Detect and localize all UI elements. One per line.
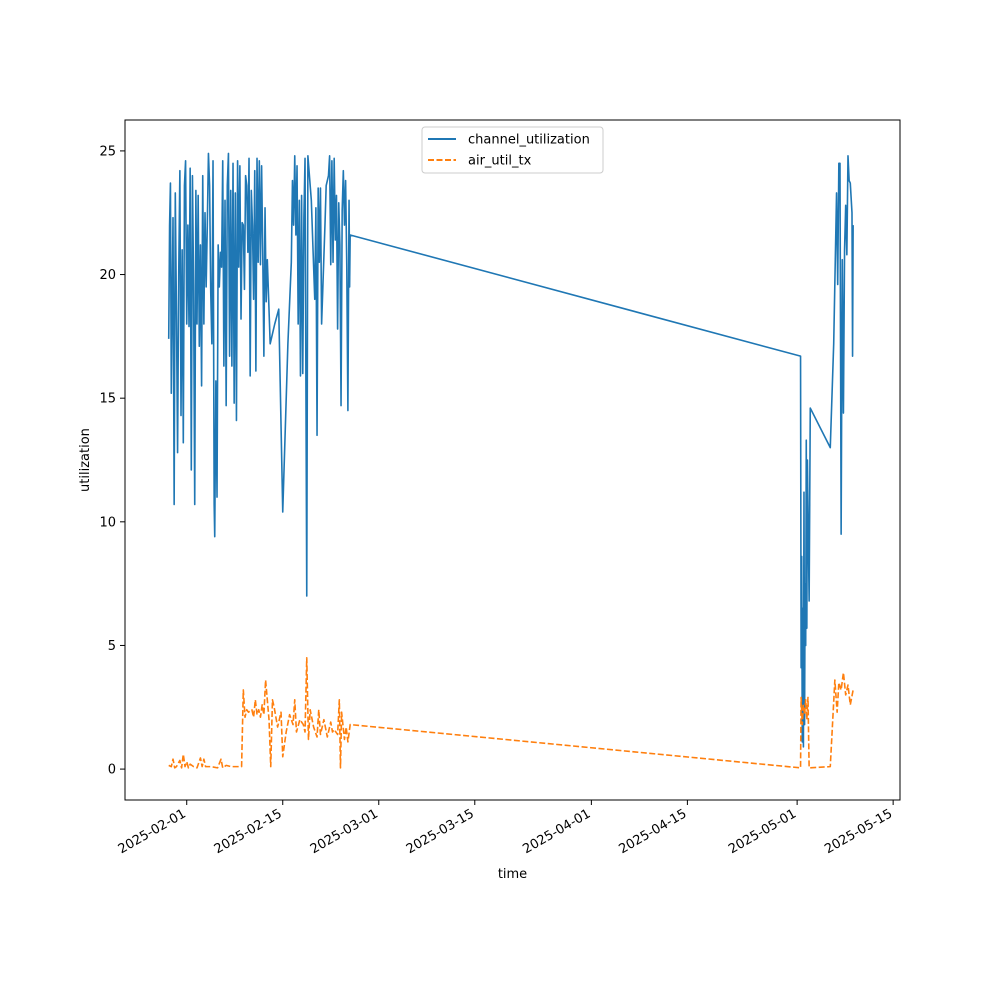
y-tick-label: 0 xyxy=(108,763,116,778)
legend-label-air-util-tx: air_util_tx xyxy=(468,154,532,169)
legend-box xyxy=(421,126,604,174)
y-tick-label: 5 xyxy=(108,639,116,654)
y-tick-label: 20 xyxy=(99,268,116,283)
y-tick-label: 10 xyxy=(99,515,116,530)
legend: channel_utilization air_util_tx xyxy=(421,126,604,174)
series-line-air-util-tx xyxy=(168,657,854,769)
y-axis: 0 5 10 15 20 25 xyxy=(99,144,125,778)
y-axis-label: utilization xyxy=(78,428,93,492)
series-layer xyxy=(167,152,854,769)
x-axis-label: time xyxy=(498,867,527,882)
plot-area-frame xyxy=(124,119,901,801)
legend-label-channel-utilization: channel_utilization xyxy=(468,133,590,148)
series-line-channel-utilization xyxy=(167,152,854,748)
y-tick-label: 25 xyxy=(99,144,116,159)
y-tick-label: 15 xyxy=(99,392,116,407)
